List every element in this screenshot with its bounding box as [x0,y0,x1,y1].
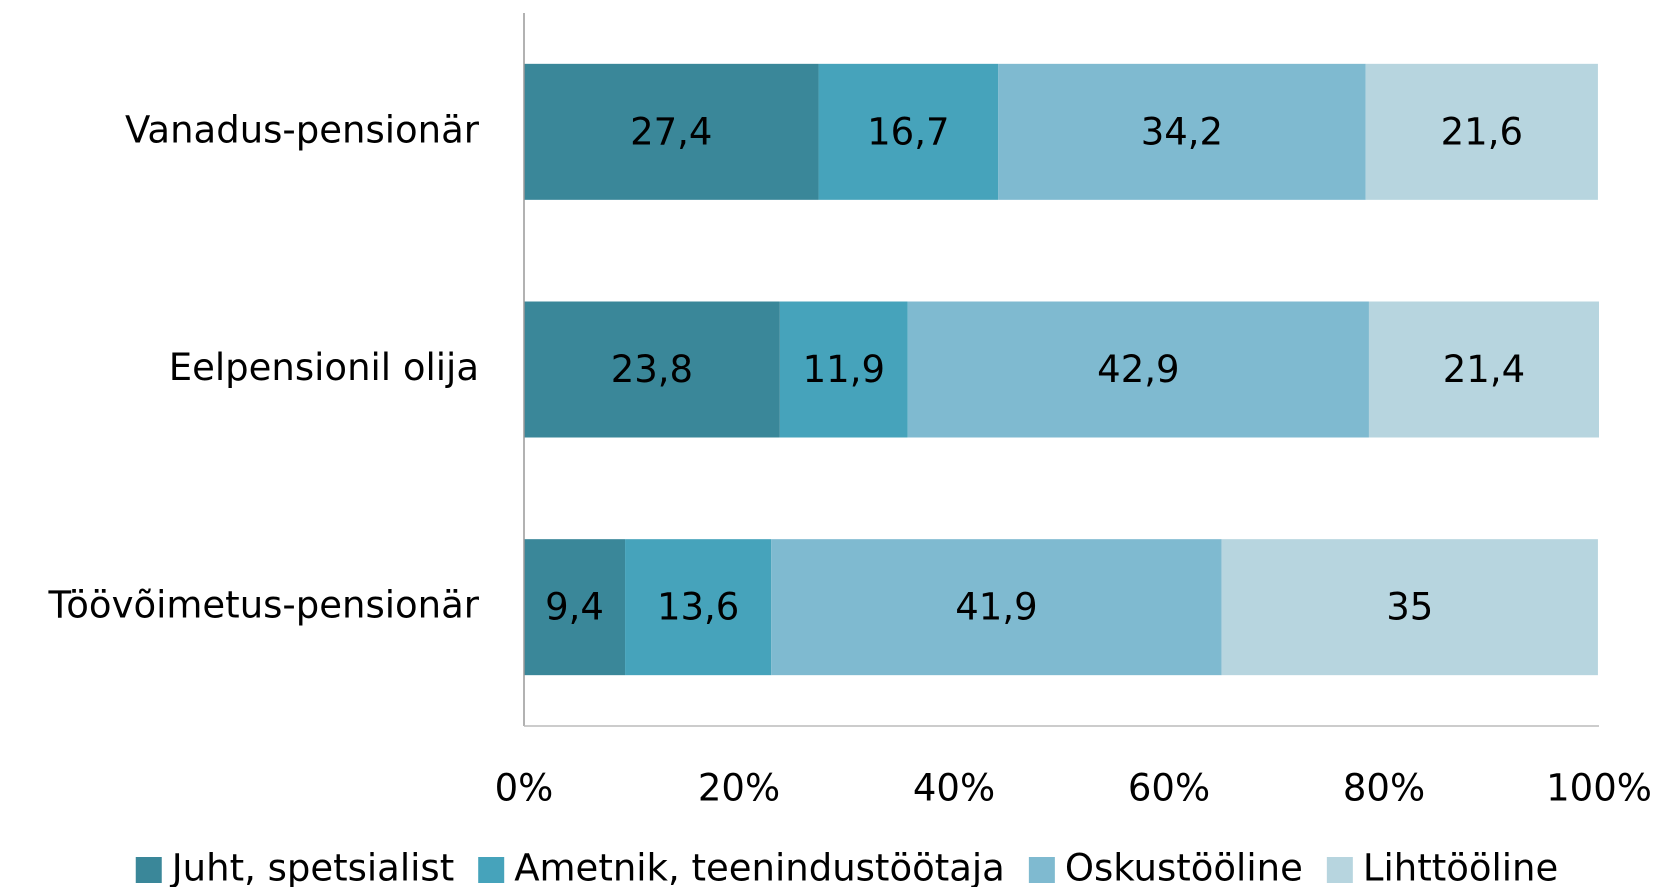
bar-segment [779,301,908,438]
bar-segment [524,63,819,200]
legend-label: Lihttööline [1363,847,1558,887]
value-label: 27,4 [630,110,712,153]
value-label: 13,6 [657,586,739,629]
value-label: 42,9 [1097,348,1179,391]
legend-label: Ametnik, teenindustöötaja [514,847,1005,887]
category-label: Vanadus-pensionär [125,108,480,151]
bar-segment [524,301,780,438]
legend-label: Oskustööline [1065,847,1303,887]
bar-segment [524,539,626,676]
x-tick-label: 100% [1546,767,1652,810]
value-label: 21,4 [1443,348,1525,391]
value-label: 41,9 [955,586,1037,629]
bar-segment [1365,63,1598,200]
bar-segment [998,63,1366,200]
category-label: Eelpensionil olija [169,346,479,389]
value-label: 16,7 [867,110,949,153]
legend-label: Juht, spetsialist [170,847,454,887]
legend: Juht, spetsialist Ametnik, teenindustööta… [135,847,1558,887]
legend-swatch [1326,857,1353,883]
value-label: 23,8 [611,348,693,391]
value-label: 34,2 [1141,110,1223,153]
legend-swatch [478,857,505,883]
category-label: Töövõimetus-pensionär [48,584,480,627]
value-label: 9,4 [545,586,604,629]
x-tick-label: 20% [698,767,780,810]
value-label: 35 [1386,586,1433,629]
bar-segment [1221,539,1598,676]
bar-segment [818,63,999,200]
bar-segment [771,539,1222,676]
value-label: 21,6 [1441,110,1523,153]
x-tick-label: 60% [1128,767,1210,810]
legend-swatch [1028,857,1055,883]
x-tick-label: 80% [1343,767,1425,810]
x-tick-label: 0% [495,767,554,810]
x-tick-label: 40% [913,767,995,810]
bar-segment [907,301,1369,438]
bar-segment [625,539,772,676]
bar-segment [1368,301,1599,438]
value-label: 11,9 [803,348,885,391]
legend-swatch [135,857,162,883]
